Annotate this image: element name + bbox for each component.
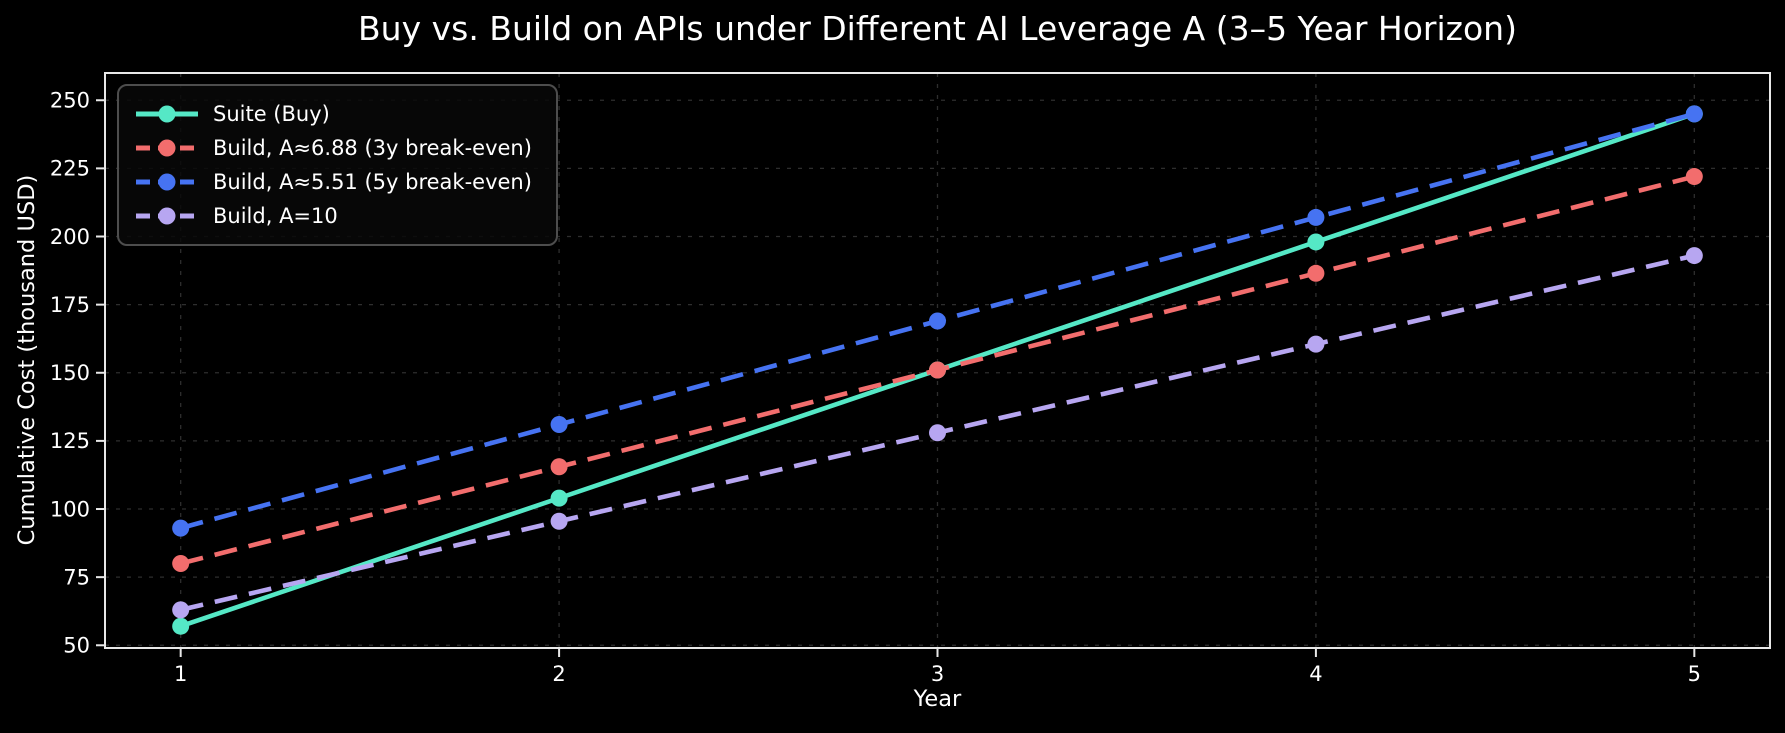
legend-label: Suite (Buy) — [213, 102, 330, 126]
legend-swatch-build-a-5-51-5y-break-even — [136, 173, 198, 191]
data-point-build-a-10-year-1 — [172, 601, 190, 619]
data-point-build-a-5-51-5y-break-even-year-4 — [1307, 208, 1325, 226]
data-point-build-a-10-year-5 — [1685, 247, 1703, 265]
y-tick-label: 100 — [50, 497, 90, 521]
data-point-build-a-5-51-5y-break-even-year-5 — [1685, 105, 1703, 123]
data-point-build-a-5-51-5y-break-even-year-2 — [550, 416, 568, 434]
x-axis-label: Year — [913, 686, 962, 712]
x-tick-label: 5 — [1688, 662, 1701, 686]
y-tick-label: 75 — [63, 565, 90, 589]
data-point-build-a-5-51-5y-break-even-year-1 — [172, 519, 190, 537]
chart-title: Buy vs. Build on APIs under Different AI… — [358, 9, 1517, 48]
legend-marker — [158, 139, 176, 157]
x-tick-label: 3 — [931, 662, 944, 686]
legend-marker — [158, 105, 176, 123]
data-point-suite-buy-year-4 — [1307, 233, 1325, 251]
data-point-build-a-6-88-3y-break-even-year-2 — [550, 458, 568, 476]
legend-label: Build, A≈6.88 (3y break-even) — [213, 136, 532, 160]
data-point-suite-buy-year-1 — [172, 617, 190, 635]
y-tick-label: 175 — [50, 293, 90, 317]
x-tick-label: 1 — [174, 662, 187, 686]
data-point-build-a-6-88-3y-break-even-year-4 — [1307, 264, 1325, 282]
legend-marker — [158, 207, 176, 225]
y-axis-label: Cumulative Cost (thousand USD) — [14, 174, 40, 546]
legend-item-build-a-10: Build, A=10 — [135, 199, 532, 233]
legend-swatch-build-a-6-88-3y-break-even — [136, 139, 198, 157]
legend-item-build-a-6-88-3y-break-even: Build, A≈6.88 (3y break-even) — [135, 131, 532, 165]
legend-marker — [158, 173, 176, 191]
y-tick-label: 125 — [50, 429, 90, 453]
legend-swatch-suite-buy — [136, 105, 198, 123]
x-tick-label: 2 — [552, 662, 565, 686]
legend-box: Suite (Buy) Build, A≈6.88 (3y break-even)… — [117, 84, 558, 246]
legend-label: Build, A≈5.51 (5y break-even) — [213, 170, 532, 194]
data-point-build-a-5-51-5y-break-even-year-3 — [929, 312, 946, 330]
data-point-build-a-10-year-2 — [550, 512, 568, 530]
data-point-build-a-6-88-3y-break-even-year-5 — [1685, 168, 1703, 186]
y-tick-label: 50 — [63, 634, 90, 658]
legend-item-build-a-5-51-5y-break-even: Build, A≈5.51 (5y break-even) — [135, 165, 532, 199]
data-point-build-a-6-88-3y-break-even-year-3 — [929, 361, 946, 379]
x-tick-label: 4 — [1309, 662, 1322, 686]
legend-item-suite-buy: Suite (Buy) — [135, 97, 532, 131]
data-point-build-a-6-88-3y-break-even-year-1 — [172, 555, 190, 573]
legend-swatch-build-a-10 — [136, 207, 198, 225]
data-point-build-a-10-year-4 — [1307, 335, 1325, 353]
data-point-suite-buy-year-2 — [550, 489, 568, 507]
data-point-build-a-10-year-3 — [929, 424, 946, 442]
y-tick-label: 225 — [50, 157, 90, 181]
y-tick-label: 200 — [50, 225, 90, 249]
y-tick-label: 150 — [50, 361, 90, 385]
y-tick-label: 250 — [50, 89, 90, 113]
legend-label: Build, A=10 — [213, 204, 338, 228]
